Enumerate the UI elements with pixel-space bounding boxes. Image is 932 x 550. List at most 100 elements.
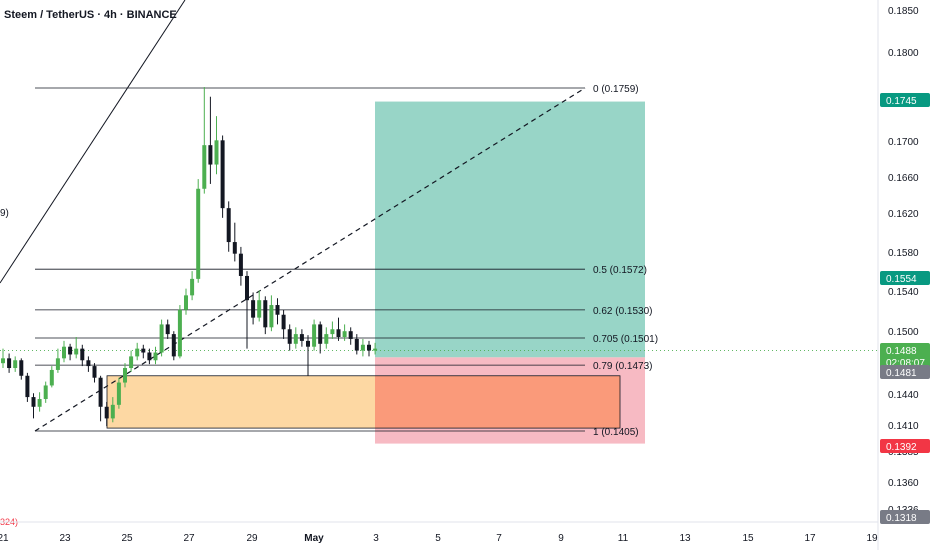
candle-body (123, 368, 127, 383)
candle (238, 246, 243, 286)
candle-body (7, 358, 12, 369)
candle-body (74, 348, 79, 355)
candle (141, 344, 146, 359)
candle-body (98, 377, 103, 407)
price-tick-label: 0.1500 (888, 327, 919, 338)
price-badge: 0.1554 (880, 271, 930, 285)
candle-body (373, 348, 378, 351)
candle-body (177, 309, 182, 357)
candle-body (80, 348, 85, 361)
price-badge: 0.1392 (880, 439, 930, 453)
time-tick-label: 27 (183, 533, 195, 544)
candle (110, 397, 115, 423)
fib-level-label: 0 (0.1759) (593, 84, 639, 95)
candle-body (324, 334, 329, 344)
position-tool[interactable] (106, 101, 645, 444)
candle (208, 96, 213, 184)
price-tick-label: 0.1360 (888, 478, 919, 489)
candle-body (129, 356, 134, 369)
candle (19, 358, 24, 380)
candle (226, 201, 231, 252)
candle (177, 305, 182, 359)
candle-body (263, 300, 268, 328)
candle-body (159, 324, 164, 353)
candle (62, 340, 66, 363)
time-tick-label: May (304, 533, 324, 544)
candle-body (299, 334, 304, 341)
candle-body (202, 145, 207, 189)
candle-body (55, 358, 60, 370)
candle (153, 346, 158, 365)
candle-body (360, 344, 365, 351)
candle (220, 135, 225, 218)
price-badge-value: 0.1392 (886, 442, 917, 453)
price-tick-label: 0.1700 (888, 137, 919, 148)
price-badge-value: 0.1554 (886, 274, 917, 285)
candle-body (287, 329, 292, 344)
candle (92, 363, 97, 383)
price-badge: 0.1745 (880, 93, 930, 107)
candle-body (293, 334, 298, 344)
fib-level-label: 0.62 (0.1530) (593, 306, 653, 317)
time-tick-label: 9 (558, 533, 564, 544)
candle (123, 363, 127, 388)
candle-body (245, 275, 249, 301)
candle (245, 271, 249, 349)
price-axis[interactable]: 0.1850 0.1800 0.1700 0.1660 0.1620 0.1580 0.15… (877, 0, 932, 550)
candle (299, 329, 304, 347)
price-tick-label: 0.1850 (888, 6, 919, 17)
candle (7, 353, 12, 373)
time-tick-label: 29 (246, 533, 258, 544)
candle-body (238, 253, 243, 276)
time-tick-label: 15 (742, 533, 754, 544)
candle (269, 295, 274, 332)
candle (31, 393, 36, 419)
candle-body (336, 329, 341, 338)
candle-body (116, 382, 121, 405)
time-axis[interactable]: 21 23 25 27 29 May 3 5 7 9 11 13 15 17 19 (0, 521, 878, 544)
time-tick-label: 7 (496, 533, 502, 544)
candle (190, 271, 195, 301)
fib-level-label: 1 (0.1405) (593, 427, 639, 438)
candle-body (147, 352, 152, 361)
price-badge-value: 0.1318 (886, 513, 917, 524)
time-tick-label: 5 (435, 533, 441, 544)
price-tick-label: 0.1620 (888, 209, 919, 220)
candle (336, 317, 341, 341)
candle-body (19, 360, 24, 376)
candle (324, 327, 329, 349)
candle (354, 334, 359, 355)
candle (312, 319, 317, 351)
candle (68, 343, 73, 361)
candle (202, 87, 207, 194)
price-badge: 0.1481 (880, 365, 930, 379)
candle (43, 381, 48, 403)
candle-body (31, 397, 36, 407)
candle (257, 290, 262, 322)
fib-level-label: 0.705 (0.1501) (593, 334, 658, 345)
candle-body (275, 305, 280, 315)
candle-body (68, 346, 73, 355)
candle-body (165, 324, 170, 335)
candle (330, 321, 335, 339)
candle (49, 366, 54, 388)
candle-body (220, 140, 225, 209)
price-badge-value: 0.1481 (886, 368, 917, 379)
candle-body (348, 331, 353, 339)
candle-body (25, 375, 30, 398)
candle (184, 288, 188, 315)
fib-level-label: 0.79 (0.1473) (593, 361, 653, 372)
candle-body (13, 360, 18, 369)
price-badge-bg (880, 271, 930, 285)
fib-labels: 0 (0.1759) 0.5 (0.1572) 0.62 (0.1530) 0.705… (593, 84, 658, 438)
candle (373, 342, 378, 355)
order-block (107, 375, 375, 429)
price-badge-bg (880, 343, 930, 369)
candle-body (257, 300, 262, 318)
candle (25, 372, 30, 402)
candle-body (330, 329, 335, 335)
candle (196, 179, 201, 283)
candle-body (281, 314, 286, 330)
